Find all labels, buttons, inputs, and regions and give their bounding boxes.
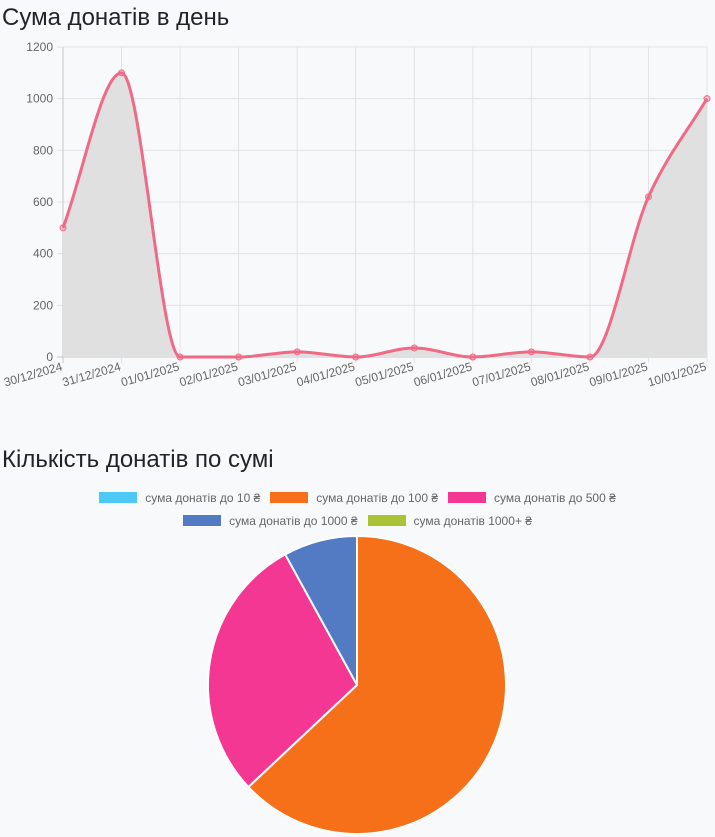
y-tick-label: 1000 xyxy=(26,92,53,106)
series-area xyxy=(63,72,707,358)
data-point xyxy=(644,193,652,201)
x-tick-label: 03/01/2025 xyxy=(236,359,298,389)
y-tick-label: 1200 xyxy=(26,40,53,54)
data-point xyxy=(176,353,184,361)
x-tick-label: 04/01/2025 xyxy=(295,359,357,389)
data-point xyxy=(352,353,360,361)
data-point xyxy=(235,353,243,361)
legend-label: сума донатів до 100 ₴ xyxy=(316,490,439,505)
series-line xyxy=(61,71,709,359)
y-tick-label: 800 xyxy=(33,143,53,157)
legend-swatch xyxy=(270,492,309,503)
x-tick-label: 09/01/2025 xyxy=(588,359,650,389)
daily-donations-title: Сума донатів в день xyxy=(2,4,230,31)
x-tick-label: 06/01/2025 xyxy=(412,359,474,389)
legend-item-over-1000[interactable]: сума донатів 1000+ ₴ xyxy=(367,513,532,528)
legend-item-up-to-10[interactable]: сума донатів до 10 ₴ xyxy=(99,491,260,505)
data-point xyxy=(410,344,418,352)
legend-swatch xyxy=(99,492,138,503)
legend-row: сума донатів до 10 ₴ сума донатів до 100… xyxy=(0,486,715,509)
pie-slices xyxy=(207,534,507,835)
pie-slice xyxy=(246,534,507,835)
x-tick-label: 01/01/2025 xyxy=(119,359,181,389)
legend-item-up-to-500[interactable]: сума донатів до 500 ₴ xyxy=(448,491,616,505)
y-tick-label: 400 xyxy=(33,247,53,261)
x-axis-ticks: 30/12/202431/12/202401/01/202502/01/2025… xyxy=(2,359,708,389)
x-tick-label: 07/01/2025 xyxy=(471,359,533,389)
donations-by-amount-title: Кількість донатів по сумі xyxy=(2,446,274,473)
data-point xyxy=(703,95,711,103)
chart-area-fill xyxy=(63,72,707,358)
data-point xyxy=(118,69,126,77)
legend-swatch xyxy=(183,515,222,526)
donations-pie-chart xyxy=(207,534,507,835)
x-tick-label: 31/12/2024 xyxy=(61,359,123,389)
data-point xyxy=(59,224,67,232)
data-point xyxy=(469,353,477,361)
y-tick-label: 0 xyxy=(46,350,53,364)
pie-slice xyxy=(207,553,359,789)
y-tick-label: 200 xyxy=(33,298,53,312)
data-point xyxy=(293,348,301,356)
y-axis-ticks: 0 200 400 600 800 1000 1200 xyxy=(26,40,53,364)
x-tick-label: 30/12/2024 xyxy=(2,359,64,389)
data-point xyxy=(586,353,594,361)
x-tick-label: 05/01/2025 xyxy=(354,359,416,389)
x-tick-label: 02/01/2025 xyxy=(178,359,240,389)
legend-label: сума донатів до 500 ₴ xyxy=(494,490,616,505)
legend-swatch xyxy=(448,492,487,503)
legend-label: сума донатів до 10 ₴ xyxy=(145,490,261,505)
daily-donations-line-chart: 0 200 400 600 800 1000 1200 30/12/202431/12/20… xyxy=(2,40,711,389)
legend-item-up-to-100[interactable]: сума донатів до 100 ₴ xyxy=(270,491,438,505)
legend-swatch xyxy=(367,515,406,526)
chart-line-series xyxy=(61,71,709,359)
legend-item-up-to-1000[interactable]: сума донатів до 1000 ₴ xyxy=(183,513,358,528)
legend-label: сума донатів 1000+ ₴ xyxy=(413,513,532,528)
data-point xyxy=(527,348,535,356)
x-tick-label: 08/01/2025 xyxy=(529,359,591,389)
legend-row: сума донатів до 1000 ₴ сума донатів 1000… xyxy=(0,509,715,532)
chart-points xyxy=(59,69,711,361)
legend-label: сума донатів до 1000 ₴ xyxy=(229,513,358,528)
y-tick-label: 600 xyxy=(33,195,53,209)
x-tick-label: 10/01/2025 xyxy=(646,359,708,389)
pie-slice xyxy=(283,534,358,686)
pie-legend: сума донатів до 10 ₴ сума донатів до 100… xyxy=(0,486,715,532)
